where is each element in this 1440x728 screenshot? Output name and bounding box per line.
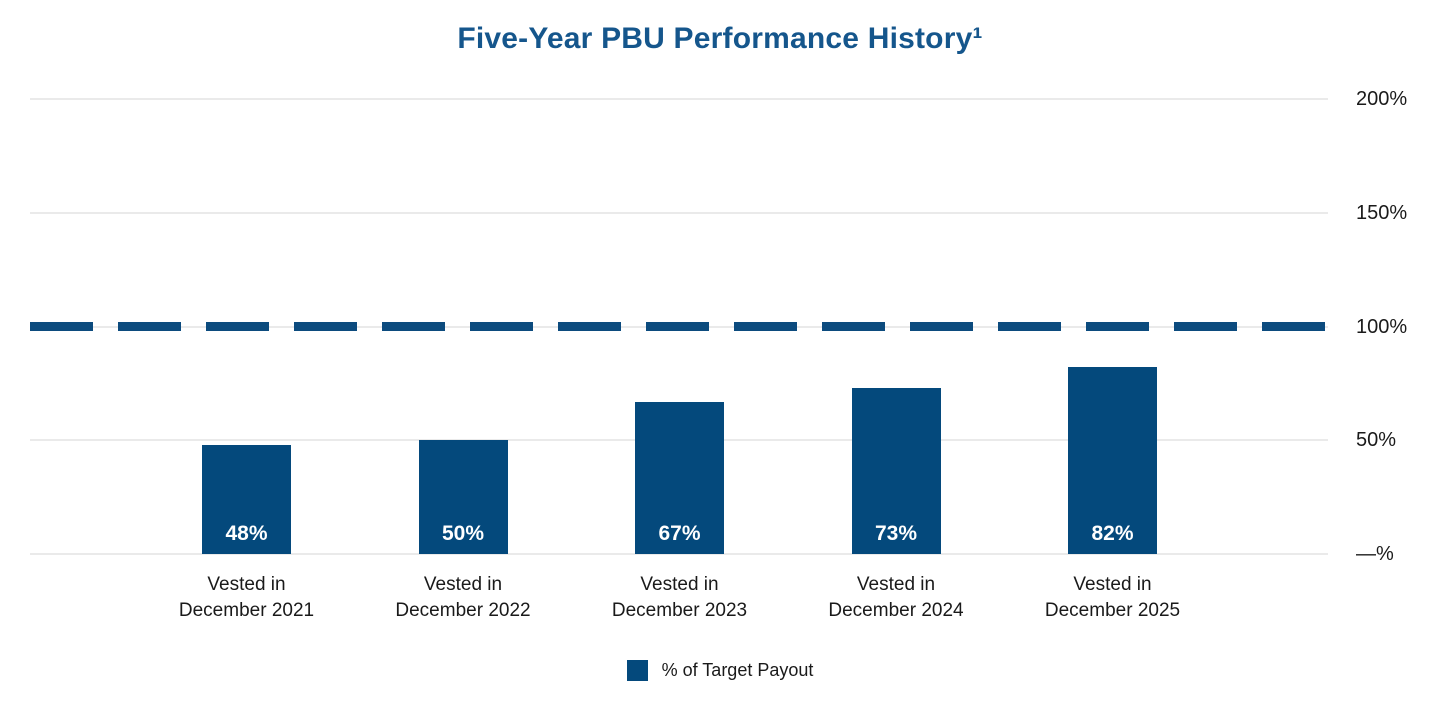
x-axis-category-label: Vested in December 2022: [395, 574, 531, 621]
y-axis-tick-label: 100%: [1356, 315, 1408, 338]
x-axis-category-label: Vested in December 2024: [828, 574, 964, 621]
x-axis-category-label: Vested in December 2021: [178, 574, 315, 621]
y-axis-tick-label: 50%: [1356, 429, 1397, 452]
bar-value-label: 82%: [1091, 521, 1134, 545]
y-axis-tick-label: —%: [1356, 543, 1394, 565]
y-axis-tick-label: 150%: [1356, 201, 1408, 224]
y-axis-tick-label: 200%: [1356, 88, 1408, 110]
bar-2: 50%: [418, 440, 508, 554]
bar-value-label: 50%: [441, 522, 485, 545]
bar-5: 82%: [1068, 367, 1157, 554]
gridline-150: [30, 211, 1328, 214]
bar-3: 67%: [635, 401, 724, 554]
bar-1: 48%: [202, 444, 291, 554]
gridline-200: [30, 98, 1328, 100]
bar-value-label: 48%: [225, 521, 268, 545]
bar-value-label: 67%: [658, 521, 701, 545]
bar-value-label: 73%: [874, 521, 918, 545]
gridline-0: [30, 553, 1328, 555]
chart-legend: % of Target Payout: [0, 660, 1440, 681]
x-axis-category-label: Vested in December 2025: [1044, 574, 1181, 621]
legend-label: % of Target Payout: [661, 660, 814, 680]
chart-title: Five-Year PBU Performance History¹: [457, 22, 983, 55]
x-axis-category-label: Vested in December 2023: [611, 574, 748, 621]
target-dashed-line: [30, 322, 1328, 331]
bar-4: 73%: [851, 387, 941, 554]
legend-swatch: [626, 660, 648, 681]
